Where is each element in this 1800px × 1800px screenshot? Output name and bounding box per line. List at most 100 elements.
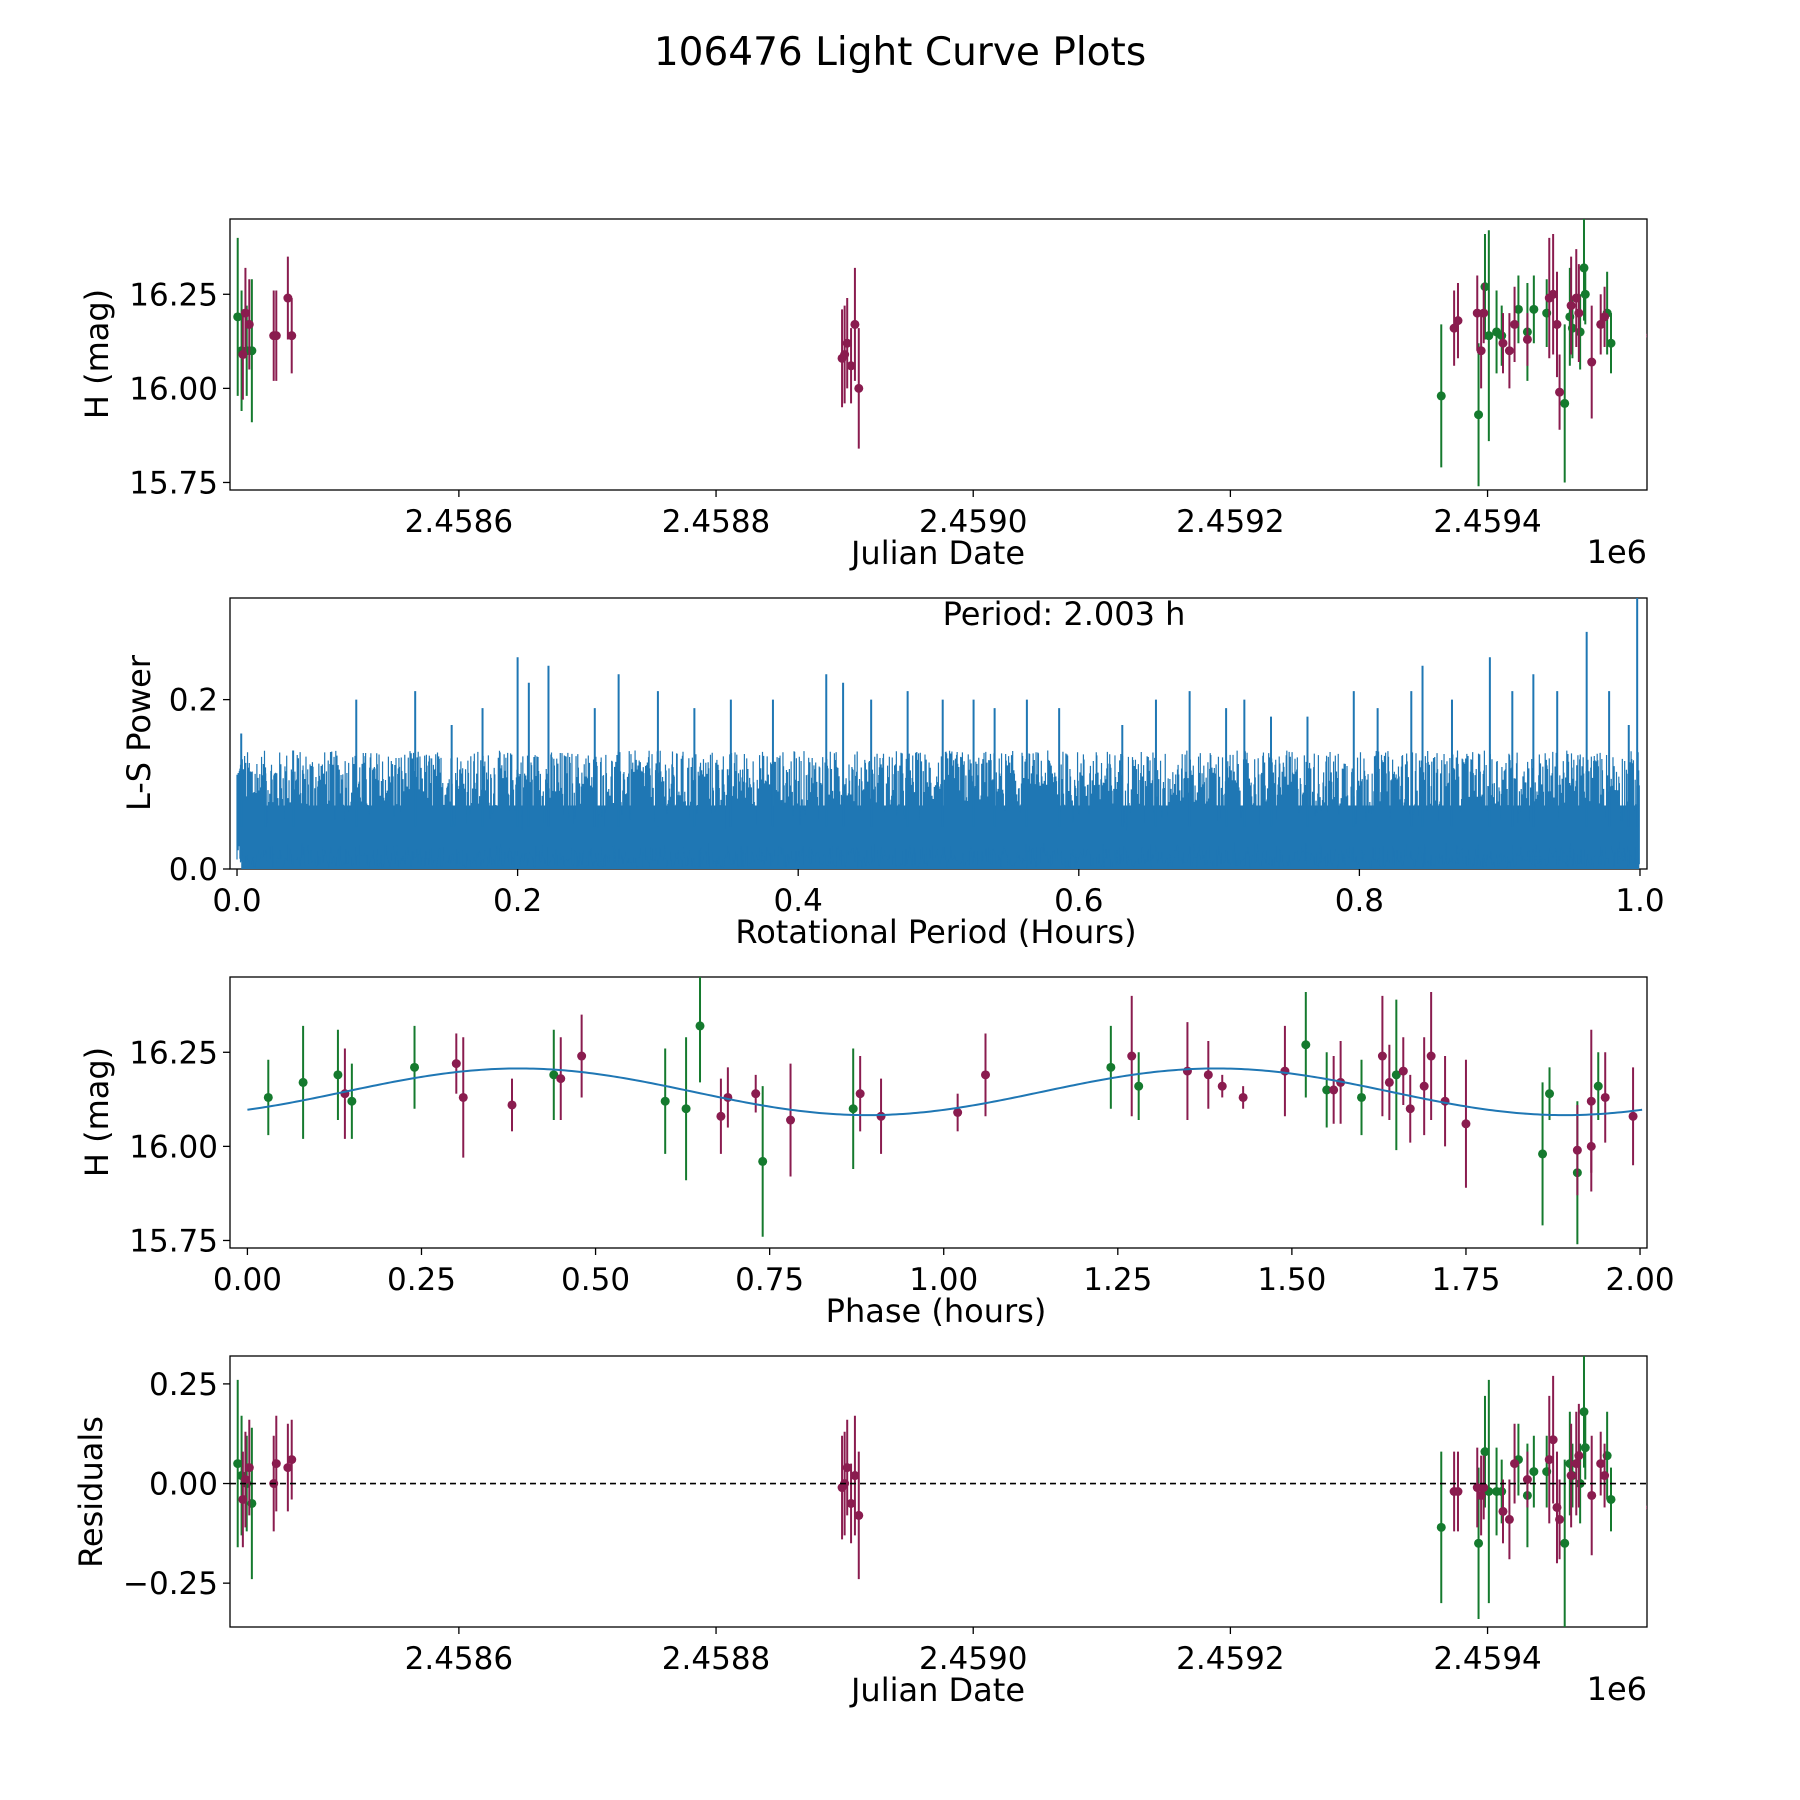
point-maroon [1449, 323, 1459, 333]
ytick-label-residuals: 0.00 [149, 1467, 218, 1503]
point-maroon [1127, 1051, 1137, 1061]
point-maroon [854, 383, 864, 393]
point-maroon [1587, 1490, 1597, 1500]
point-maroon [1596, 319, 1606, 329]
point-maroon [846, 361, 856, 371]
xtick-label-lightcurve: 2.4586 [405, 504, 513, 540]
ytick-label-phased: 15.75 [129, 1223, 218, 1259]
point-maroon [850, 319, 860, 329]
ylabel-periodogram: L-S Power [120, 654, 158, 811]
point-maroon [1600, 312, 1610, 322]
point-maroon [283, 1463, 293, 1473]
plot-area-lightcurve [229, 218, 1648, 491]
plot-area-phased [229, 976, 1648, 1249]
point-maroon [1182, 1066, 1192, 1076]
point-green [1497, 331, 1507, 341]
xtick-label-residuals: 2.4586 [405, 1641, 513, 1677]
point-maroon [1574, 308, 1584, 318]
marks-periodogram [236, 598, 1640, 869]
point-green [1391, 1070, 1401, 1080]
ticks-periodogram: 0.0 0.2 0.4 0.6 0.8 1.0 0.0 0.2 [169, 683, 1665, 919]
plot-area-residuals [229, 1355, 1648, 1628]
point-green [549, 1070, 559, 1080]
point-maroon [287, 1455, 297, 1465]
point-green [410, 1062, 420, 1072]
point-maroon [1646, 1505, 1647, 1510]
point-maroon [1646, 333, 1647, 338]
point-green [1560, 1538, 1570, 1548]
point-green [233, 312, 243, 322]
point-maroon [716, 1111, 726, 1121]
xtick-label-residuals: 2.4594 [1433, 1641, 1541, 1677]
point-maroon [855, 1089, 865, 1099]
xtick-label-phased: 1.50 [1257, 1262, 1326, 1298]
point-green [1484, 331, 1494, 341]
point-maroon [1586, 1096, 1596, 1106]
point-maroon [1522, 1475, 1532, 1485]
ticks-residuals: 2.4586 2.4588 2.4590 2.4592 2.4594 −0.25 0.00 0… [123, 1367, 1542, 1677]
xtick-label-phased: 0.75 [735, 1262, 804, 1298]
point-green [233, 1459, 243, 1469]
point-green [1357, 1092, 1367, 1102]
point-maroon [1476, 346, 1486, 356]
point-maroon [854, 1510, 864, 1520]
xtick-label-periodogram: 1.0 [1615, 883, 1664, 919]
point-green [660, 1096, 670, 1106]
ytick-label-residuals: 0.25 [149, 1367, 218, 1403]
point-maroon [1504, 346, 1514, 356]
point-maroon [451, 1059, 461, 1069]
point-maroon [1238, 1092, 1248, 1102]
point-maroon [240, 308, 250, 318]
point-maroon [751, 1089, 761, 1099]
point-maroon [287, 331, 297, 341]
point-maroon [1587, 357, 1597, 367]
xtick-label-residuals: 2.4590 [919, 1641, 1027, 1677]
figure-title: 106476 Light Curve Plots [654, 30, 1146, 75]
point-maroon [1203, 1070, 1213, 1080]
period-annotation: Period: 2.003 h [943, 595, 1186, 633]
xtick-label-periodogram: 0.8 [1335, 883, 1384, 919]
point-maroon [1600, 1092, 1610, 1102]
point-maroon [1426, 1051, 1436, 1061]
point-maroon [842, 1463, 852, 1473]
xtick-label-periodogram: 0.4 [774, 883, 823, 919]
point-maroon [577, 1051, 587, 1061]
xtick-label-residuals: 2.4592 [1176, 1641, 1284, 1677]
panel-lightcurve: 2.4586 2.4588 2.4590 2.4592 2.4594 15.75 16.00… [78, 218, 1648, 572]
series-group-lightcurve [233, 219, 1647, 487]
point-maroon [1566, 301, 1576, 311]
xtick-label-lightcurve: 2.4594 [1433, 504, 1541, 540]
point-green [1580, 289, 1590, 299]
point-green [1474, 1538, 1484, 1548]
point-maroon [244, 319, 254, 329]
point-maroon [1453, 316, 1463, 326]
point-maroon [1217, 1081, 1227, 1091]
series-group-residuals [230, 1356, 1647, 1627]
point-green [695, 1021, 705, 1031]
point-maroon [1600, 1471, 1610, 1481]
point-maroon [271, 1459, 281, 1469]
xtick-label-lightcurve: 2.4588 [662, 504, 770, 540]
point-green [263, 1092, 273, 1102]
point-maroon [1453, 1487, 1463, 1496]
xtick-label-phased: 2.00 [1606, 1262, 1675, 1298]
xlabel-lightcurve: Julian Date [849, 534, 1025, 572]
point-green [1593, 1081, 1603, 1091]
point-maroon [240, 1475, 250, 1485]
ytick-label-residuals: −0.25 [123, 1566, 218, 1602]
point-green [1579, 263, 1589, 273]
ytick-label-phased: 16.25 [129, 1035, 218, 1071]
point-maroon [1504, 1514, 1514, 1524]
xtick-label-lightcurve: 2.4590 [919, 504, 1027, 540]
point-maroon [850, 1471, 860, 1481]
point-maroon [283, 293, 293, 303]
point-maroon [1544, 1455, 1554, 1465]
ytick-label-lightcurve: 15.75 [129, 465, 218, 501]
point-maroon [1596, 1459, 1606, 1469]
fit-curve [247, 1067, 1643, 1117]
point-maroon [842, 338, 852, 348]
ytick-label-periodogram: 0.0 [169, 852, 218, 888]
point-green [1545, 1089, 1555, 1099]
point-green [1106, 1062, 1116, 1072]
